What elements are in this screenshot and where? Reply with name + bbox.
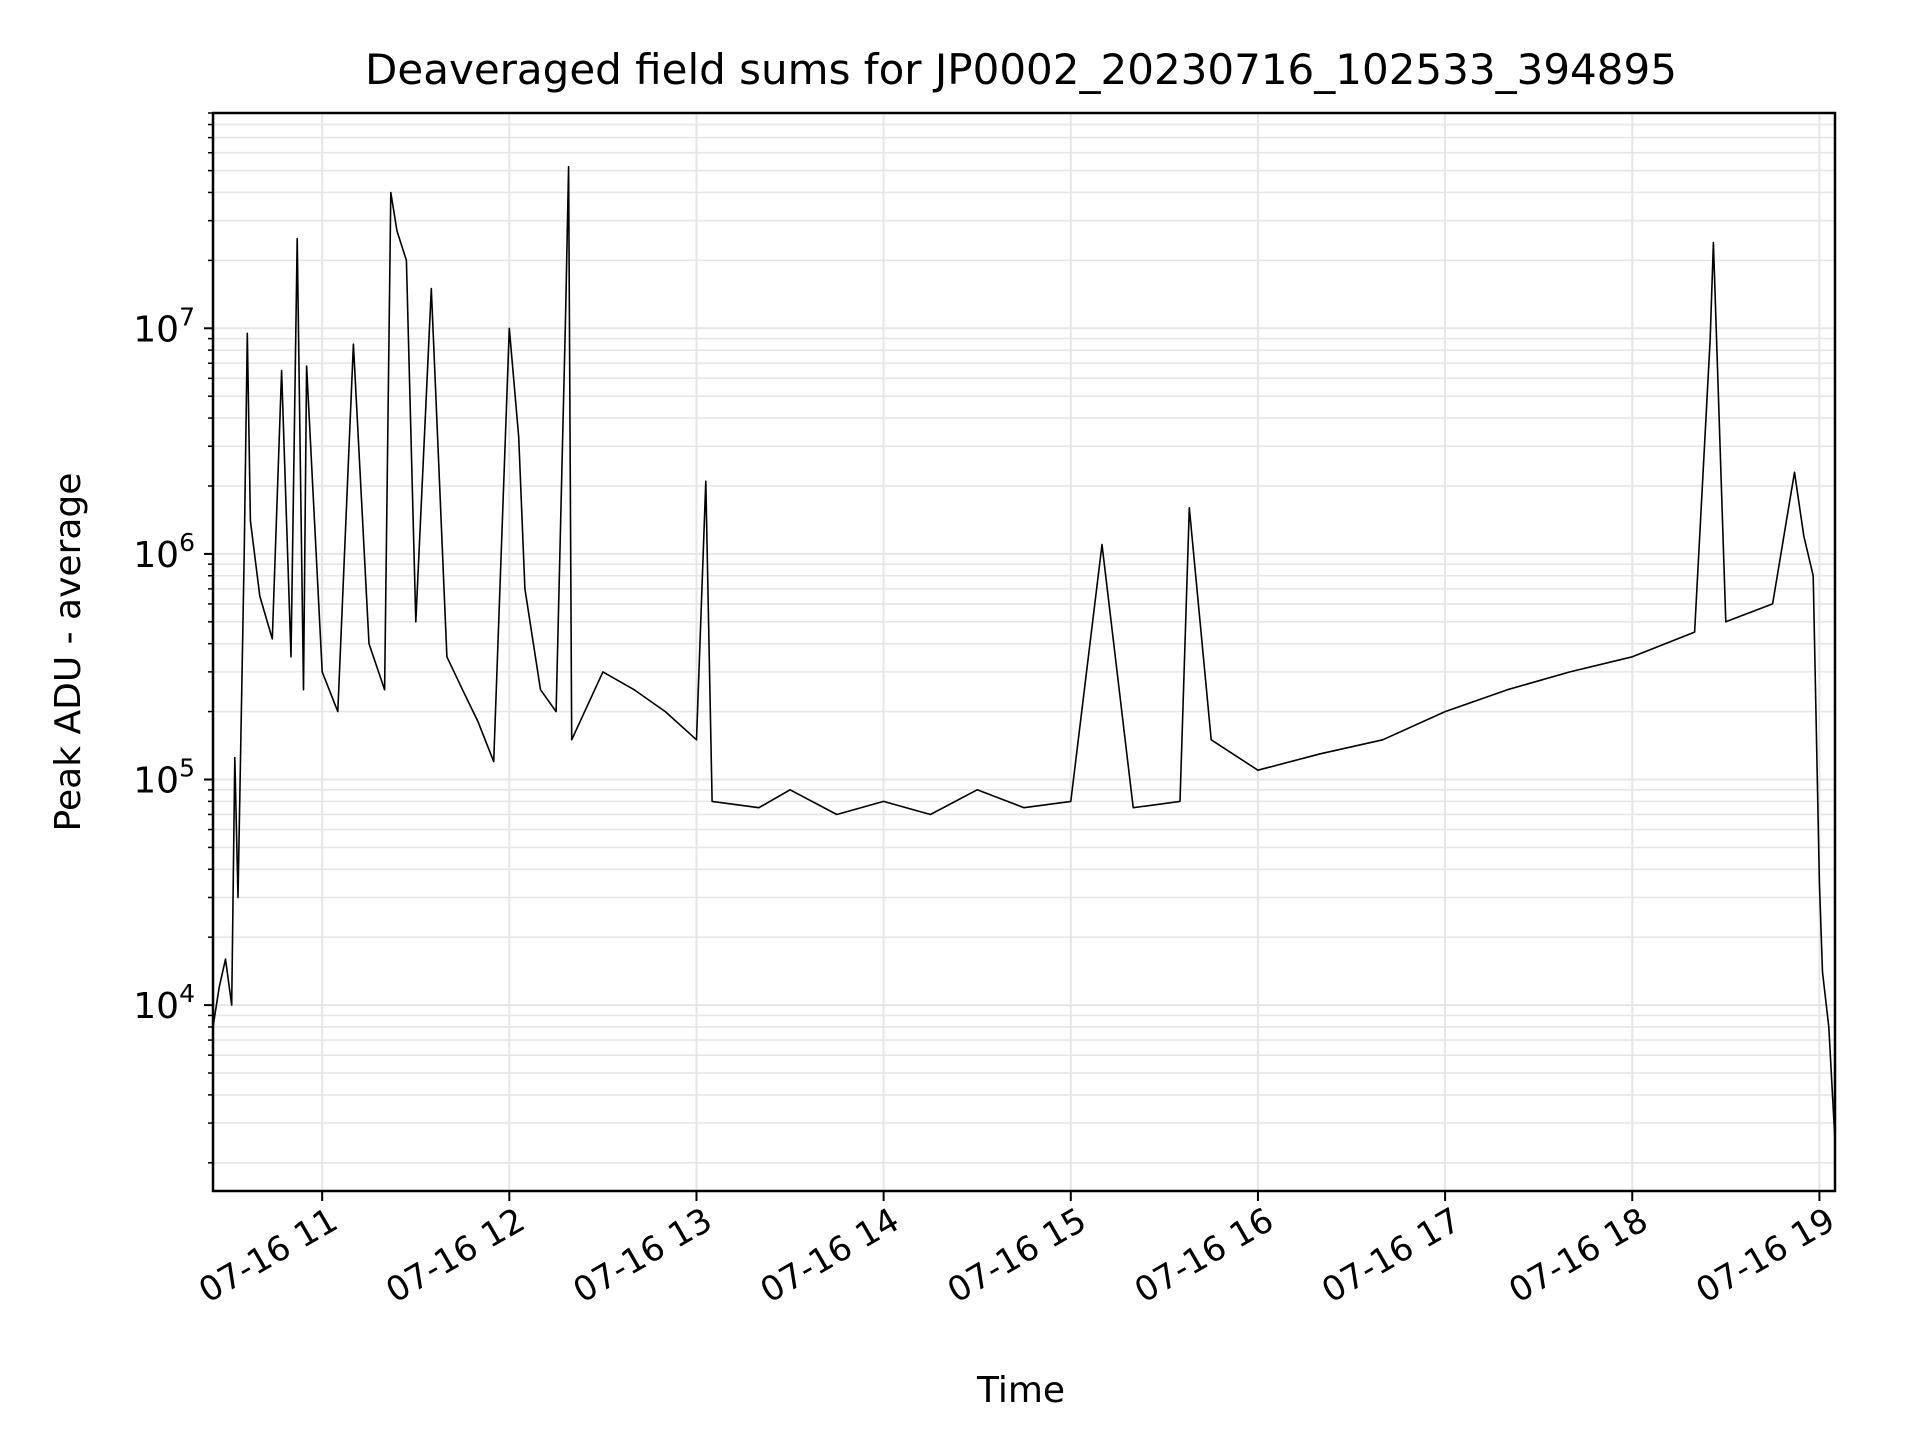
- x-tick-label: 07-16 12: [379, 1200, 531, 1311]
- chart-title: Deaveraged field sums for JP0002_2023071…: [365, 45, 1677, 94]
- x-tick-label: 07-16 18: [1502, 1200, 1654, 1311]
- x-tick-label: 07-16 14: [754, 1200, 906, 1311]
- y-tick-label: 107: [133, 302, 195, 350]
- y-tick-label: 106: [133, 528, 195, 576]
- plot-frame: [211, 111, 1837, 1193]
- y-tick-label: 104: [133, 979, 195, 1027]
- x-tick-label: 07-16 13: [567, 1200, 719, 1311]
- x-tick-label: 07-16 19: [1690, 1200, 1842, 1311]
- x-tick-label: 07-16 15: [941, 1200, 1093, 1311]
- x-axis-label: Time: [976, 1370, 1065, 1411]
- grid: [213, 112, 1835, 1191]
- x-tick-label: 07-16 16: [1128, 1200, 1280, 1311]
- x-tick-label: 07-16 17: [1315, 1200, 1467, 1311]
- y-axis-label: Peak ADU - average: [48, 473, 89, 832]
- y-tick-label: 105: [133, 754, 195, 802]
- series-line: [213, 165, 1835, 1141]
- x-tick-label: 07-16 11: [192, 1200, 344, 1311]
- series-layer: [213, 165, 1835, 1141]
